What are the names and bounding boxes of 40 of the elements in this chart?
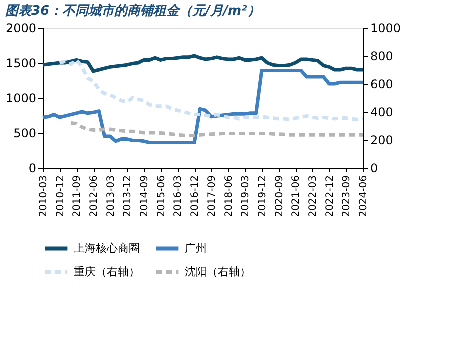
y2-tick-label: 1000 [370, 22, 402, 36]
y2-tick-label: 200 [370, 134, 394, 148]
line-series [41, 54, 365, 74]
line-series [58, 58, 365, 122]
line-series [41, 68, 365, 145]
y2-tick-label: 0 [370, 162, 378, 176]
x-tick-label: 2020-09 [274, 176, 286, 218]
y-tick-label: 500 [14, 126, 36, 140]
x-tick-label: 2010-12 [55, 176, 66, 218]
chart-title: 图表36：不同城市的商铺租金（元/月/m²） [5, 3, 260, 19]
x-tick-label: 2022-12 [324, 176, 336, 218]
x-tick-label: 2016-03 [173, 176, 184, 218]
x-tick-label: 2019-12 [257, 176, 268, 218]
x-tick-label: 2017-09 [206, 176, 218, 218]
line-series [69, 121, 365, 138]
y2-tick-label: 800 [370, 50, 394, 64]
y-tick-label: 0 [28, 162, 36, 176]
legend-label: 沈阳（右轴） [185, 266, 251, 278]
y2-tick-label: 400 [370, 106, 394, 120]
x-tick-label: 2011-09 [72, 176, 84, 218]
y-tick-label: 1000 [6, 92, 36, 106]
x-tick-label: 2019-03 [240, 176, 252, 218]
x-tick-label: 2013-03 [106, 176, 117, 218]
x-tick-label: 2018-06 [224, 176, 235, 218]
y-tick-label: 1500 [6, 56, 36, 70]
x-tick-label: 2022-03 [308, 176, 319, 218]
legend-label: 广州 [185, 242, 207, 255]
x-tick-label: 2014-09 [140, 176, 151, 218]
x-tick-label: 2010-03 [38, 176, 50, 218]
y-tick-label: 2000 [6, 22, 36, 36]
x-tick-label: 2016-12 [190, 176, 202, 218]
x-tick-label: 2024-06 [358, 176, 370, 218]
x-tick-label: 2013-12 [122, 176, 134, 218]
x-tick-label: 2012-06 [89, 176, 100, 218]
legend-label: 上海核心商圈 [74, 242, 140, 255]
y2-tick-label: 600 [370, 78, 394, 92]
legend-label: 重庆（右轴） [74, 266, 140, 278]
x-tick-label: 2023-09 [342, 176, 353, 218]
x-tick-label: 2015-06 [156, 176, 168, 218]
x-tick-label: 2021-06 [291, 176, 302, 218]
